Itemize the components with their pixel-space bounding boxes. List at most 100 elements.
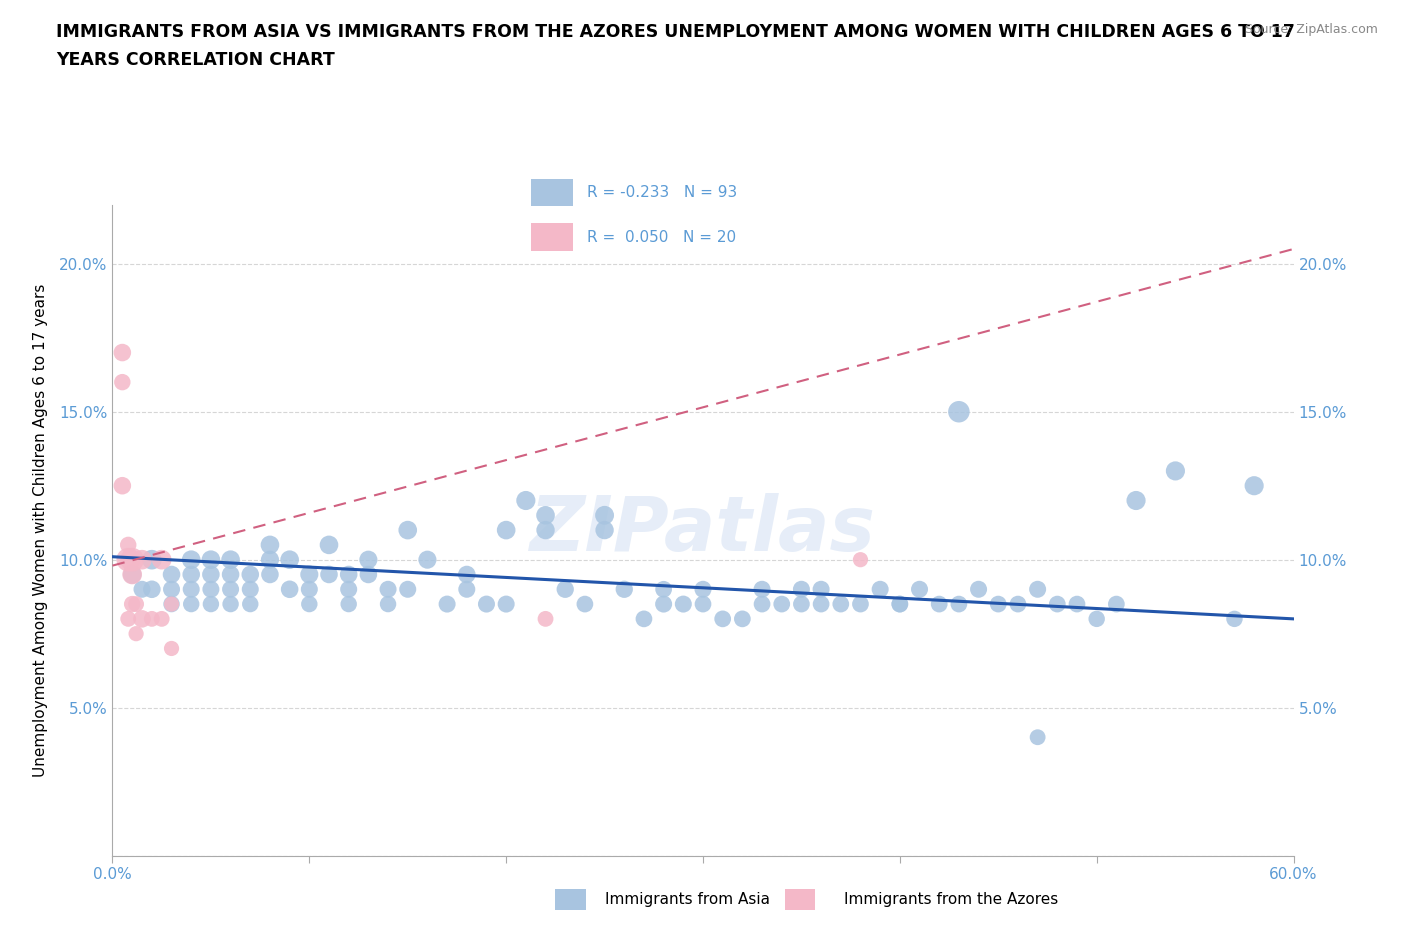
Point (987, 597, 1010, 612)
Point (200, 552, 222, 567)
Point (111, 345, 134, 360)
Point (1066, 597, 1088, 612)
Point (200, 567, 222, 582)
Point (495, 597, 517, 612)
Point (219, 567, 242, 582)
Point (456, 582, 478, 597)
FancyBboxPatch shape (531, 223, 574, 251)
Point (1243, 478, 1265, 493)
Point (131, 611, 153, 626)
Text: Immigrants from the Azores: Immigrants from the Azores (844, 892, 1057, 907)
Text: R = -0.233   N = 93: R = -0.233 N = 93 (588, 185, 737, 200)
Point (337, 582, 360, 597)
Point (652, 597, 675, 612)
Point (515, 493, 537, 508)
Point (200, 597, 222, 612)
Point (967, 582, 990, 597)
Point (219, 597, 242, 612)
Point (125, 597, 148, 612)
Point (117, 538, 139, 552)
Point (259, 538, 281, 552)
Point (869, 582, 891, 597)
Point (131, 582, 153, 597)
Point (121, 597, 143, 612)
Point (889, 597, 911, 612)
Point (1007, 597, 1029, 612)
Point (357, 552, 380, 567)
Point (1223, 611, 1246, 626)
Point (948, 405, 970, 419)
Point (160, 597, 183, 612)
Point (396, 523, 419, 538)
Point (298, 567, 321, 582)
Point (1125, 493, 1147, 508)
Point (416, 552, 439, 567)
Text: Immigrants from Asia: Immigrants from Asia (605, 892, 769, 907)
Point (121, 567, 143, 582)
Point (1164, 463, 1187, 478)
Point (298, 597, 321, 612)
Text: ZIPatlas: ZIPatlas (530, 493, 876, 567)
Point (180, 582, 202, 597)
Point (1105, 597, 1128, 612)
Point (180, 567, 202, 582)
Point (200, 582, 222, 597)
Text: R =  0.050   N = 20: R = 0.050 N = 20 (588, 230, 737, 245)
Point (475, 597, 498, 612)
Point (160, 582, 183, 597)
Point (141, 611, 163, 626)
Point (111, 375, 134, 390)
Point (318, 538, 340, 552)
Point (456, 567, 478, 582)
Point (593, 523, 616, 538)
Point (534, 523, 557, 538)
Point (948, 597, 970, 612)
Text: Source: ZipAtlas.com: Source: ZipAtlas.com (1244, 23, 1378, 36)
Point (160, 641, 183, 656)
Point (672, 597, 695, 612)
Text: IMMIGRANTS FROM ASIA VS IMMIGRANTS FROM THE AZORES UNEMPLOYMENT AMONG WOMEN WITH: IMMIGRANTS FROM ASIA VS IMMIGRANTS FROM … (56, 23, 1295, 41)
Point (125, 626, 148, 641)
Point (160, 597, 183, 612)
Point (396, 582, 419, 597)
Point (1085, 611, 1108, 626)
Point (259, 567, 281, 582)
Point (790, 597, 813, 612)
Point (711, 611, 734, 626)
Point (652, 582, 675, 597)
Point (790, 582, 813, 597)
Y-axis label: Unemployment Among Women with Children Ages 6 to 17 years: Unemployment Among Women with Children A… (34, 284, 48, 777)
Point (141, 582, 163, 597)
Point (377, 582, 399, 597)
Point (928, 597, 950, 612)
Point (150, 552, 173, 567)
FancyBboxPatch shape (531, 179, 574, 206)
Point (121, 552, 143, 567)
Point (554, 582, 576, 597)
Point (593, 508, 616, 523)
Point (318, 567, 340, 582)
Point (121, 567, 143, 582)
Point (117, 611, 139, 626)
Point (436, 597, 458, 612)
Point (131, 552, 153, 567)
Point (534, 611, 557, 626)
Point (337, 597, 360, 612)
Point (1046, 597, 1069, 612)
Point (613, 582, 636, 597)
Point (830, 597, 852, 612)
Point (495, 523, 517, 538)
Point (298, 582, 321, 597)
Point (219, 552, 242, 567)
FancyBboxPatch shape (555, 889, 586, 910)
Point (150, 611, 173, 626)
Point (239, 582, 262, 597)
Point (849, 552, 872, 567)
Point (278, 582, 301, 597)
Point (574, 597, 596, 612)
Point (180, 552, 202, 567)
Point (180, 597, 202, 612)
Point (377, 597, 399, 612)
Point (1026, 730, 1049, 745)
Point (259, 552, 281, 567)
